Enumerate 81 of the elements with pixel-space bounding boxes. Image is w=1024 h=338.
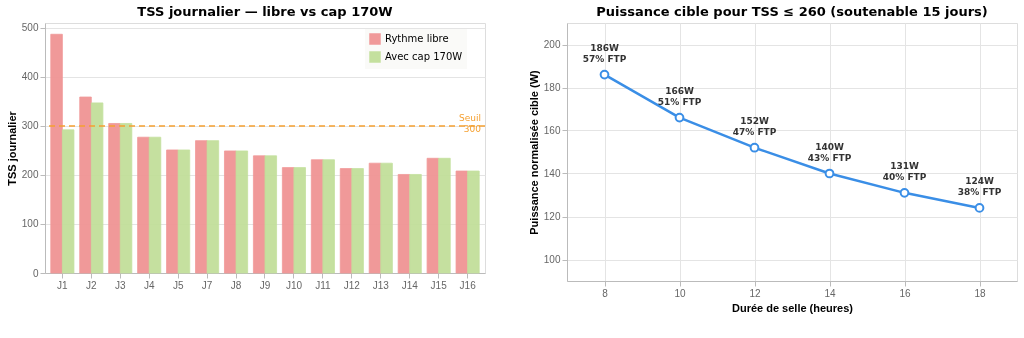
x-tick-label: J10 [285,279,303,291]
y-tick-label: 120 [543,211,561,222]
bar [351,168,364,274]
x-tick-label: J11 [315,279,332,291]
bar [467,170,480,274]
bar [409,174,422,274]
point [749,142,760,153]
bar [310,159,324,274]
y-tick-label: 100 [543,254,561,265]
x-tick-label: J2 [86,279,98,291]
x-tick-label: J4 [143,279,155,291]
x-tick-label: 8 [602,287,609,299]
bar [293,167,306,274]
bar [61,129,75,274]
bar [264,155,277,274]
y-tick-label: 200 [21,169,39,181]
y-tick-label: 180 [543,82,561,93]
x-tick-label: J16 [459,279,477,291]
bar [438,157,451,274]
x-tick-label: J8 [230,279,242,291]
bar [108,123,121,274]
point [824,168,835,179]
bar [380,162,393,274]
x-tick-label: J15 [430,279,448,291]
bar [253,155,266,274]
x-tick-label: 14 [824,287,836,299]
y-axis-title: TSS journalier [5,110,18,186]
bar [281,167,295,274]
chart-title: TSS journalier — libre vs cap 170W [137,3,393,19]
data-label: 152W 47% FTP [732,115,777,137]
bar [90,102,104,274]
y-tick-label: 400 [21,71,39,83]
bar [235,150,249,274]
point [599,69,610,80]
x-tick-label: J13 [372,279,390,291]
y-tick-label: 300 [21,120,39,132]
data-label: 186W 57% FTP [582,42,627,64]
x-tick-label: J7 [201,279,213,291]
y-tick-label: 160 [543,125,561,136]
bar [148,136,162,274]
data-label: 131W 40% FTP [882,160,927,182]
y-tick-label: 100 [21,218,39,230]
x-tick-label: 18 [974,287,986,299]
data-label: 124W 38% FTP [957,175,1002,197]
x-tick-label: 12 [749,287,761,299]
bar [455,170,469,274]
bar [426,157,440,274]
y-axis-title: Puissance normalisée cible (W) [527,69,540,235]
x-tick-label: J5 [172,279,184,291]
x-tick-label: 16 [899,287,911,299]
x-tick-label: 10 [674,287,686,299]
data-label: 140W 43% FTP [807,141,852,163]
bar [166,149,179,274]
x-tick-label: J12 [343,279,361,291]
bar [177,149,191,274]
ref-line-label: Seuil 300 [459,112,482,134]
bar [119,123,133,274]
bar [397,174,411,274]
y-tick-label: 500 [21,22,39,34]
chart-title: Puissance cible pour TSS ≤ 260 (soutenable 15 jours) [596,4,988,19]
bar [137,136,150,274]
point [674,112,685,123]
point [899,187,910,198]
bar [224,150,237,274]
legend-label: Rythme libre [385,33,449,44]
x-tick-label: J1 [57,279,69,291]
point [974,203,985,213]
x-tick-label: J9 [259,279,271,291]
x-axis-title: Durée de selle (heures) [731,301,854,314]
bar [206,140,220,274]
y-tick-label: 0 [32,267,39,279]
y-tick-label: 140 [543,168,561,179]
bar [79,96,92,274]
bar [322,159,335,274]
y-tick-label: 200 [543,39,561,50]
bar [50,33,63,274]
x-tick-label: J3 [114,279,126,291]
x-tick-label: J14 [401,279,419,291]
data-label: 166W 51% FTP [657,85,702,107]
bar [339,168,353,274]
legend-label: Avec cap 170W [385,51,463,62]
